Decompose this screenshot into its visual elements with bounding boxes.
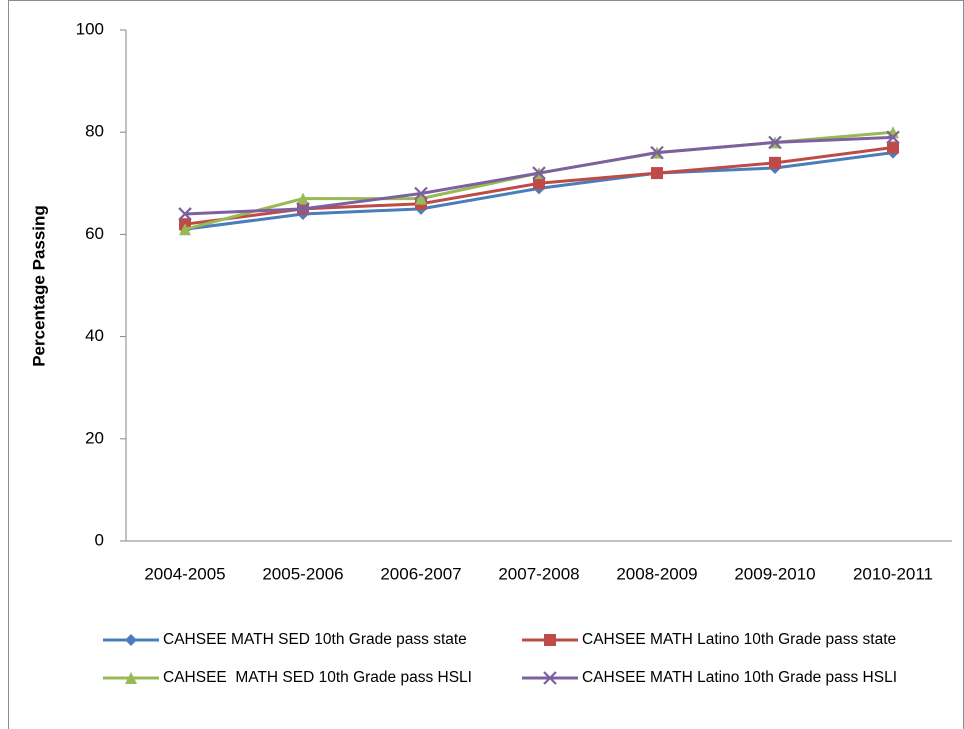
marker bbox=[125, 634, 137, 646]
legend-label: CAHSEE MATH SED 10th Grade pass HSLI bbox=[163, 669, 472, 686]
marker bbox=[178, 207, 192, 221]
legend: CAHSEE MATH SED 10th Grade pass state CAH… bbox=[103, 631, 897, 686]
legend-label: CAHSEE MATH Latino 10th Grade pass HSLI bbox=[582, 669, 897, 686]
marker bbox=[414, 186, 428, 201]
marker bbox=[650, 145, 664, 160]
marker bbox=[886, 130, 900, 145]
marker bbox=[543, 671, 557, 685]
x-tick-label: 2005-2006 bbox=[262, 564, 343, 583]
y-axis-title: Percentage Passing bbox=[29, 205, 48, 367]
y-tick-label: 60 bbox=[85, 224, 104, 243]
x-tick-label: 2008-2009 bbox=[616, 564, 697, 583]
marker bbox=[651, 167, 663, 180]
x-tick-label: 2009-2010 bbox=[734, 564, 815, 583]
y-tick-label: 0 bbox=[95, 530, 104, 549]
chart-frame bbox=[8, 0, 964, 729]
marker bbox=[532, 166, 546, 180]
marker bbox=[887, 141, 899, 154]
marker bbox=[179, 223, 191, 236]
marker bbox=[533, 177, 545, 190]
x-tick-label: 2004-2005 bbox=[144, 564, 225, 583]
legend-label: CAHSEE MATH SED 10th Grade pass state bbox=[163, 631, 467, 648]
y-tick-label: 80 bbox=[85, 122, 104, 141]
x-tick-label: 2006-2007 bbox=[380, 564, 461, 583]
marker bbox=[768, 135, 782, 150]
y-tick-label: 100 bbox=[76, 19, 104, 38]
x-tick-label: 2007-2008 bbox=[498, 564, 579, 583]
y-tick-label: 20 bbox=[85, 428, 104, 447]
x-tick-label: 2010-2011 bbox=[853, 564, 933, 583]
marker bbox=[415, 192, 427, 205]
legend-label: CAHSEE MATH Latino 10th Grade pass state bbox=[582, 631, 896, 648]
marker bbox=[544, 634, 556, 646]
marker bbox=[297, 192, 309, 205]
marker bbox=[125, 672, 137, 684]
marker bbox=[296, 202, 310, 216]
y-tick-label: 40 bbox=[85, 326, 104, 345]
marker bbox=[769, 156, 781, 169]
